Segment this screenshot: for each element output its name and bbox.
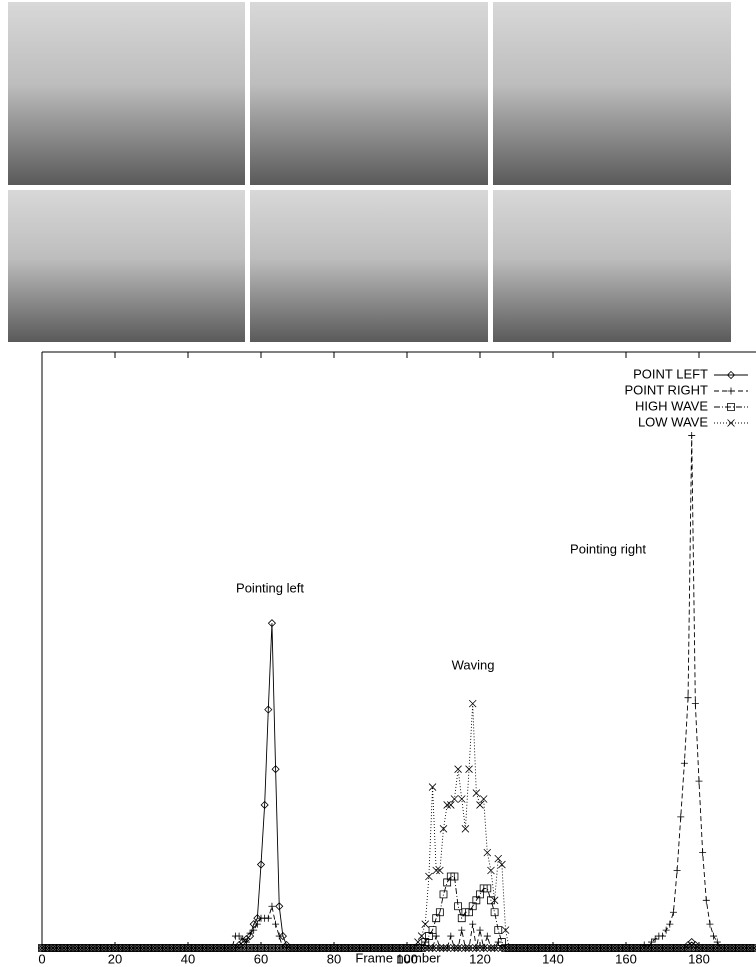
- marker: [502, 927, 509, 934]
- marker: [699, 849, 706, 856]
- marker: [706, 921, 713, 928]
- marker: [433, 867, 440, 874]
- legend-label: HIGH WAVE: [635, 398, 708, 413]
- marker: [429, 784, 436, 791]
- chart: Frame number Pointing left Waving Pointi…: [38, 352, 756, 966]
- marker: [703, 897, 710, 904]
- annotation: Pointing right: [570, 541, 646, 556]
- photo: [8, 2, 245, 185]
- legend-marker: [728, 388, 735, 395]
- marker: [422, 921, 429, 928]
- marker: [458, 927, 465, 934]
- marker: [710, 933, 717, 940]
- marker: [677, 813, 684, 820]
- marker: [447, 933, 454, 940]
- marker: [491, 909, 498, 916]
- legend-marker: [728, 420, 735, 427]
- marker: [666, 921, 673, 928]
- legend-label: LOW WAVE: [638, 414, 708, 429]
- annotation: Pointing left: [236, 580, 304, 595]
- photo: [250, 190, 488, 342]
- x-tick-label: 100: [396, 951, 418, 966]
- x-tick-label: 60: [254, 951, 268, 966]
- photo-grid: [8, 2, 731, 342]
- legend-label: POINT RIGHT: [624, 382, 708, 397]
- marker: [674, 867, 681, 874]
- photo: [493, 190, 731, 342]
- x-tick-label: 40: [181, 951, 195, 966]
- x-tick-label: 0: [38, 951, 45, 966]
- marker: [265, 915, 272, 922]
- photo: [8, 190, 245, 342]
- figure: Frame number Pointing left Waving Pointi…: [0, 0, 756, 967]
- marker: [659, 933, 666, 940]
- photo: [493, 2, 731, 185]
- x-tick-label: 80: [327, 951, 341, 966]
- marker: [681, 760, 688, 767]
- marker: [688, 432, 695, 439]
- marker: [495, 927, 502, 934]
- marker: [477, 927, 484, 934]
- marker: [495, 855, 502, 862]
- marker: [436, 867, 443, 874]
- x-tick-label: 140: [542, 951, 564, 966]
- series-line: [42, 623, 754, 948]
- marker: [469, 921, 476, 928]
- marker: [477, 801, 484, 808]
- photo: [250, 2, 488, 185]
- marker: [696, 778, 703, 785]
- annotation: Waving: [452, 657, 495, 672]
- x-tick-label: 20: [108, 951, 122, 966]
- marker: [652, 936, 659, 943]
- marker: [484, 849, 491, 856]
- marker: [484, 933, 491, 940]
- marker: [670, 909, 677, 916]
- page: Frame number Pointing left Waving Pointi…: [0, 0, 756, 967]
- marker: [498, 861, 505, 868]
- series-line: [42, 435, 754, 948]
- series-line: [42, 876, 754, 948]
- marker: [272, 921, 279, 928]
- series-line: [42, 704, 754, 948]
- marker: [692, 700, 699, 707]
- marker: [444, 801, 451, 808]
- x-tick-label: 120: [469, 951, 491, 966]
- marker: [440, 825, 447, 832]
- marker: [663, 927, 670, 934]
- x-tick-label: 180: [688, 951, 710, 966]
- marker: [685, 694, 692, 701]
- marker: [268, 903, 275, 910]
- legend-label: POINT LEFT: [633, 366, 708, 381]
- marker: [440, 891, 447, 898]
- x-tick-label: 160: [615, 951, 637, 966]
